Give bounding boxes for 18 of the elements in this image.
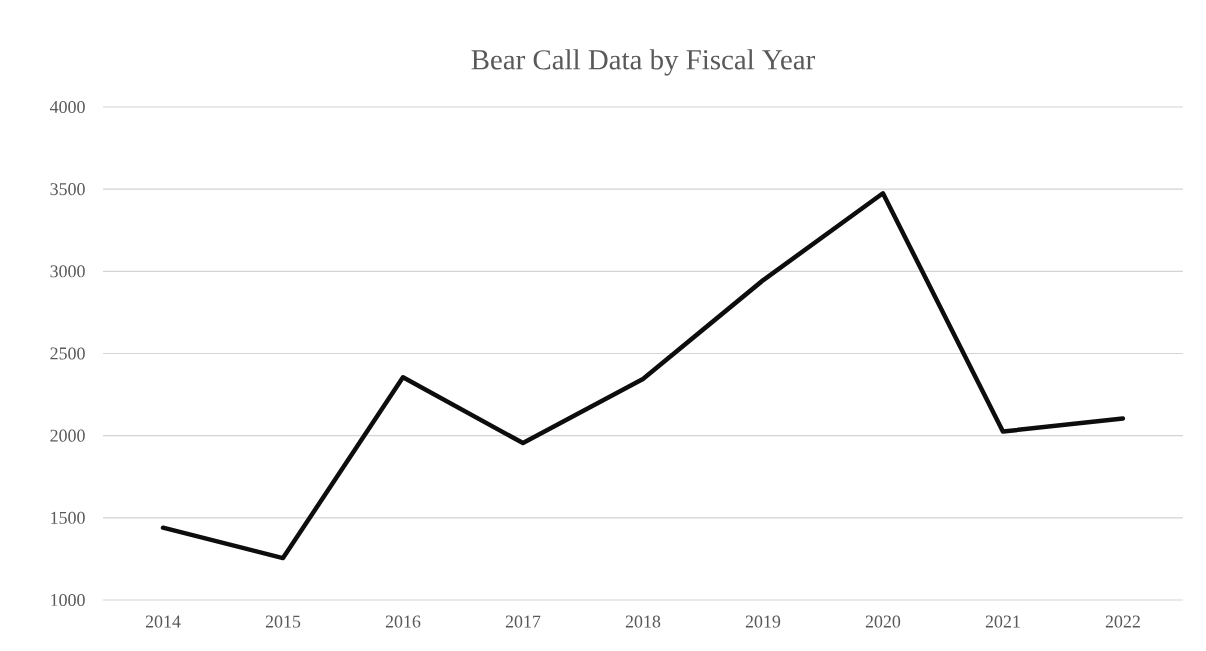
- chart-title: Bear Call Data by Fiscal Year: [471, 49, 815, 76]
- y-tick-label: 3000: [50, 265, 85, 278]
- x-tick-label: 2016: [385, 615, 421, 628]
- x-tick-label: 2017: [505, 615, 541, 628]
- y-tick-label: 2500: [50, 347, 85, 360]
- x-tick-label: 2022: [1105, 615, 1140, 628]
- y-tick-label: 1000: [51, 593, 85, 607]
- y-tick-label: 3500: [50, 183, 85, 196]
- x-tick-label: 2019: [745, 615, 781, 628]
- x-tick-label: 2015: [265, 615, 301, 628]
- y-tick-label: 1500: [51, 511, 85, 524]
- x-tick-label: 2018: [625, 615, 661, 628]
- x-tick-label: 2014: [145, 615, 181, 628]
- x-tick-label: 2021: [985, 615, 1020, 628]
- y-tick-label: 2000: [50, 429, 85, 442]
- x-tick-label: 2020: [865, 615, 901, 628]
- line-series: [160, 191, 1126, 561]
- y-tick-label: 4000: [49, 100, 85, 114]
